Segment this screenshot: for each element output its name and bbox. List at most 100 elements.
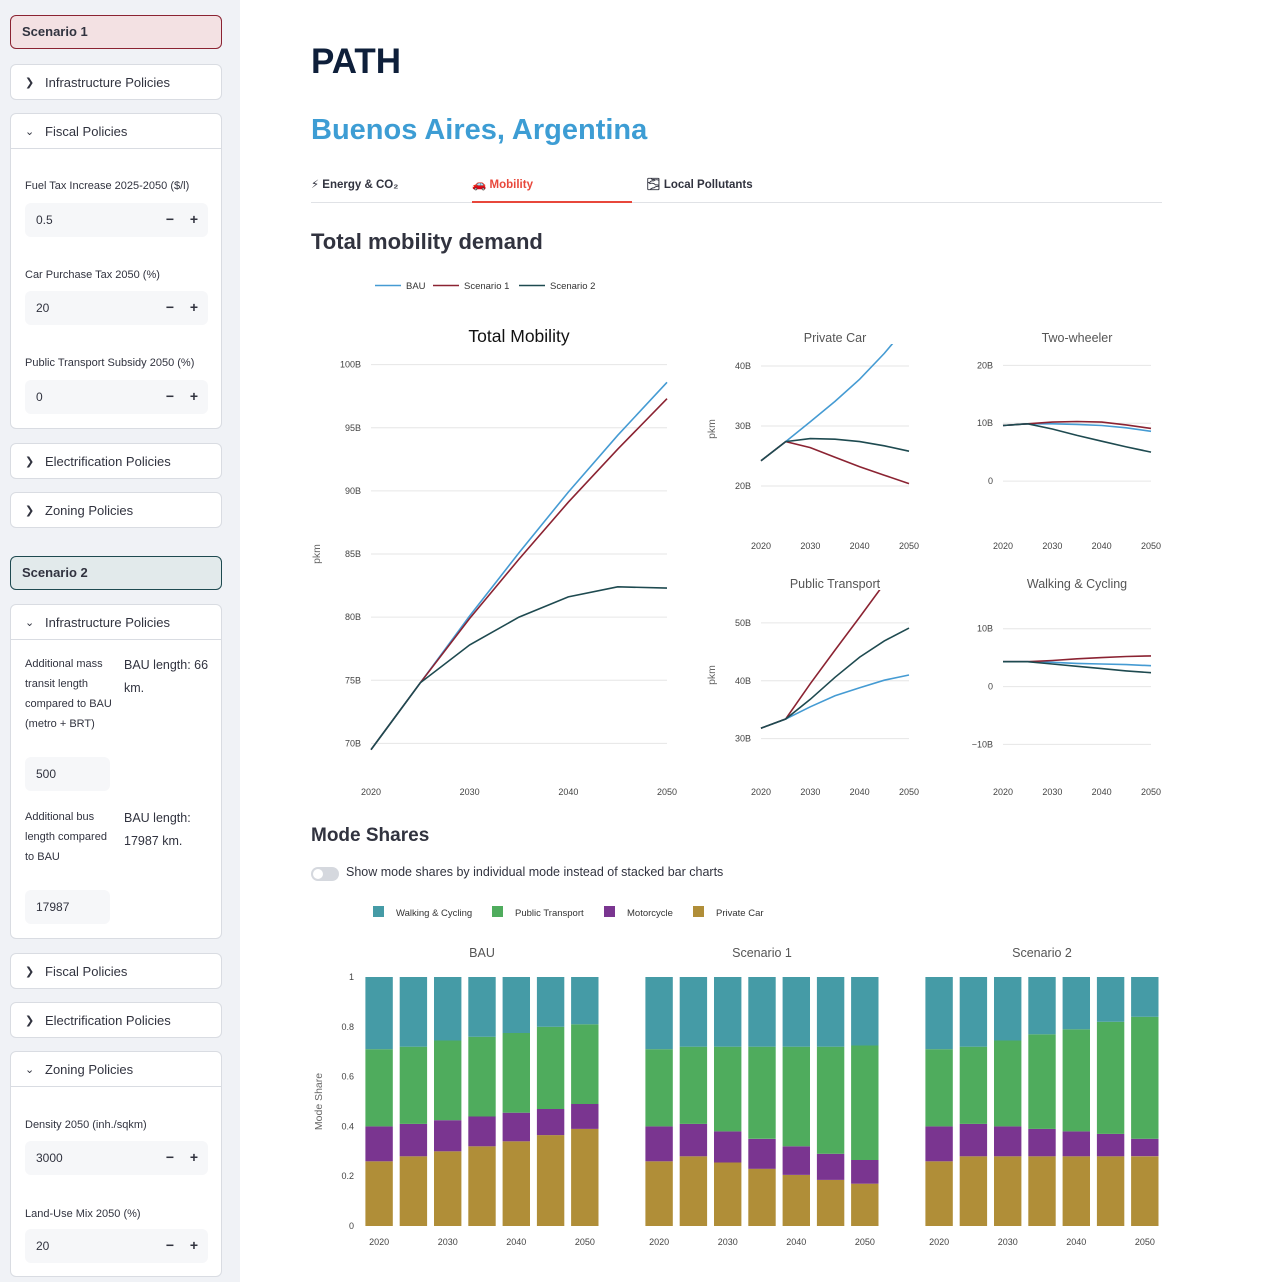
plus-icon[interactable]: + xyxy=(189,1149,198,1165)
car-tax-label: Car Purchase Tax 2050 (%) xyxy=(25,269,160,281)
minus-icon[interactable]: − xyxy=(165,1237,174,1253)
tab-label: Energy & CO₂ xyxy=(322,179,399,191)
y-tick-label: 40B xyxy=(735,361,751,371)
mass-transit-input[interactable]: 500 xyxy=(25,757,110,791)
y-tick-label: 75B xyxy=(345,675,361,685)
bus-input[interactable]: 17987 xyxy=(25,890,110,924)
plus-icon[interactable]: + xyxy=(189,299,198,315)
expander-label: Zoning Policies xyxy=(45,1061,134,1077)
series-line-scenario-2 xyxy=(1002,422,1152,453)
x-tick-label: 2020 xyxy=(751,541,771,551)
bar-segment-walk xyxy=(748,977,776,1047)
bar-segment-car xyxy=(1096,1156,1125,1226)
minus-icon[interactable]: − xyxy=(165,388,174,404)
x-tick-label: 2050 xyxy=(575,1237,595,1247)
s2-fiscal-expander[interactable]: ❯ Fiscal Policies xyxy=(10,953,222,989)
legend-swatch-car xyxy=(693,906,704,917)
bar-segment-walk xyxy=(851,977,879,1046)
y-tick-label: 70B xyxy=(345,738,361,748)
bar-segment-car xyxy=(679,1156,708,1226)
x-tick-label: 2050 xyxy=(1141,541,1161,551)
plus-icon[interactable]: + xyxy=(189,1237,198,1253)
y-tick-label: 0.6 xyxy=(341,1072,354,1082)
bar-segment-moto xyxy=(645,1126,673,1162)
series-line-scenario-2 xyxy=(760,627,910,729)
y-tick-label: 0.2 xyxy=(341,1171,354,1181)
bar-segment-walk xyxy=(468,977,496,1037)
s2-infrastructure-expander[interactable]: ⌄ Infrastructure Policies Additional mass… xyxy=(10,604,222,939)
expander-label: Electrification Policies xyxy=(45,1012,171,1028)
y-tick-label: 40B xyxy=(735,676,751,686)
fuel-tax-input[interactable]: 0.5 − + xyxy=(25,203,208,237)
bar-segment-car xyxy=(782,1175,810,1226)
density-input[interactable]: 3000 − + xyxy=(25,1141,208,1175)
x-tick-label: 2030 xyxy=(438,1237,458,1247)
s1-fiscal-expander[interactable]: ⌄ Fiscal Policies Fuel Tax Increase 2025-… xyxy=(10,113,222,429)
y-tick-label: 20B xyxy=(977,360,993,370)
x-tick-label: 2020 xyxy=(369,1237,389,1247)
landuse-value[interactable]: 20 xyxy=(36,1239,50,1253)
landuse-input[interactable]: 20 − + xyxy=(25,1229,208,1263)
lightning-icon: ⚡ xyxy=(311,179,320,191)
series-line-scenario-2 xyxy=(370,585,668,751)
legend-label: Scenario 2 xyxy=(550,281,595,292)
chevron-right-icon: ❯ xyxy=(25,76,35,89)
pt-subsidy-label: Public Transport Subsidy 2050 (%) xyxy=(25,357,195,369)
mode-share-toggle[interactable] xyxy=(311,867,339,881)
pt-subsidy-input[interactable]: 0 − + xyxy=(25,380,208,414)
density-value[interactable]: 3000 xyxy=(36,1151,63,1165)
y-axis-label: Mode Share xyxy=(313,1073,325,1130)
s1-electrification-expander[interactable]: ❯ Electrification Policies xyxy=(10,443,222,479)
bar-segment-walk xyxy=(782,977,810,1047)
bar-segment-car xyxy=(994,1156,1022,1226)
tab-label: Local Pollutants xyxy=(663,179,753,191)
bar-segment-car xyxy=(959,1156,988,1226)
s1-infrastructure-expander[interactable]: ❯ Infrastructure Policies xyxy=(10,64,222,100)
tab-mobility[interactable]: 🚗 Mobility xyxy=(472,177,533,191)
bar-segment-car xyxy=(571,1128,599,1226)
fuel-tax-value[interactable]: 0.5 xyxy=(36,213,53,227)
y-tick-label: 90B xyxy=(345,486,361,496)
bar-segment-pt xyxy=(502,1033,530,1113)
bar-segment-pt xyxy=(714,1046,742,1132)
y-tick-label: 100B xyxy=(340,360,361,370)
minus-icon[interactable]: − xyxy=(165,299,174,315)
bar-segment-moto xyxy=(816,1153,845,1180)
tab-local-pollutants[interactable]: 🌫 Local Pollutants xyxy=(646,177,753,191)
bar-segment-moto xyxy=(571,1104,599,1129)
active-tab-indicator xyxy=(472,201,632,203)
legend-label: Scenario 1 xyxy=(464,281,509,292)
x-tick-label: 2040 xyxy=(850,541,870,551)
bar-segment-pt xyxy=(925,1049,953,1127)
toggle-label: Show mode shares by individual mode inst… xyxy=(346,865,724,879)
bar-segment-moto xyxy=(782,1146,810,1175)
series-line-bau xyxy=(370,381,668,751)
bar-segment-car xyxy=(434,1151,462,1226)
tab-energy[interactable]: ⚡ Energy & CO₂ xyxy=(311,177,398,191)
chevron-down-icon: ⌄ xyxy=(25,1063,35,1076)
expander-label: Infrastructure Policies xyxy=(45,74,170,90)
s2-electrification-expander[interactable]: ❯ Electrification Policies xyxy=(10,1002,222,1038)
bar-segment-car xyxy=(851,1183,879,1226)
expander-label: Zoning Policies xyxy=(45,502,134,518)
s2-zoning-expander[interactable]: ⌄ Zoning Policies Density 2050 (inh./sqkm… xyxy=(10,1051,222,1277)
toggle-knob[interactable] xyxy=(313,869,323,879)
x-tick-label: 2020 xyxy=(929,1237,949,1247)
bar-segment-moto xyxy=(502,1112,530,1142)
car-tax-input[interactable]: 20 − + xyxy=(25,291,208,325)
legend-swatch-walk xyxy=(373,906,384,917)
x-tick-label: 2020 xyxy=(649,1237,669,1247)
s1-zoning-expander[interactable]: ❯ Zoning Policies xyxy=(10,492,222,528)
minus-icon[interactable]: − xyxy=(165,211,174,227)
car-tax-value[interactable]: 20 xyxy=(36,301,50,315)
plus-icon[interactable]: + xyxy=(189,211,198,227)
pt-subsidy-value[interactable]: 0 xyxy=(36,390,43,404)
minus-icon[interactable]: − xyxy=(165,1149,174,1165)
plus-icon[interactable]: + xyxy=(189,388,198,404)
x-tick-label: 2050 xyxy=(855,1237,875,1247)
chevron-down-icon: ⌄ xyxy=(25,616,35,629)
x-tick-label: 2020 xyxy=(993,541,1013,551)
legend-label: Walking & Cycling xyxy=(396,908,472,919)
bar-segment-walk xyxy=(714,977,742,1047)
y-tick-label: 1 xyxy=(349,972,354,982)
